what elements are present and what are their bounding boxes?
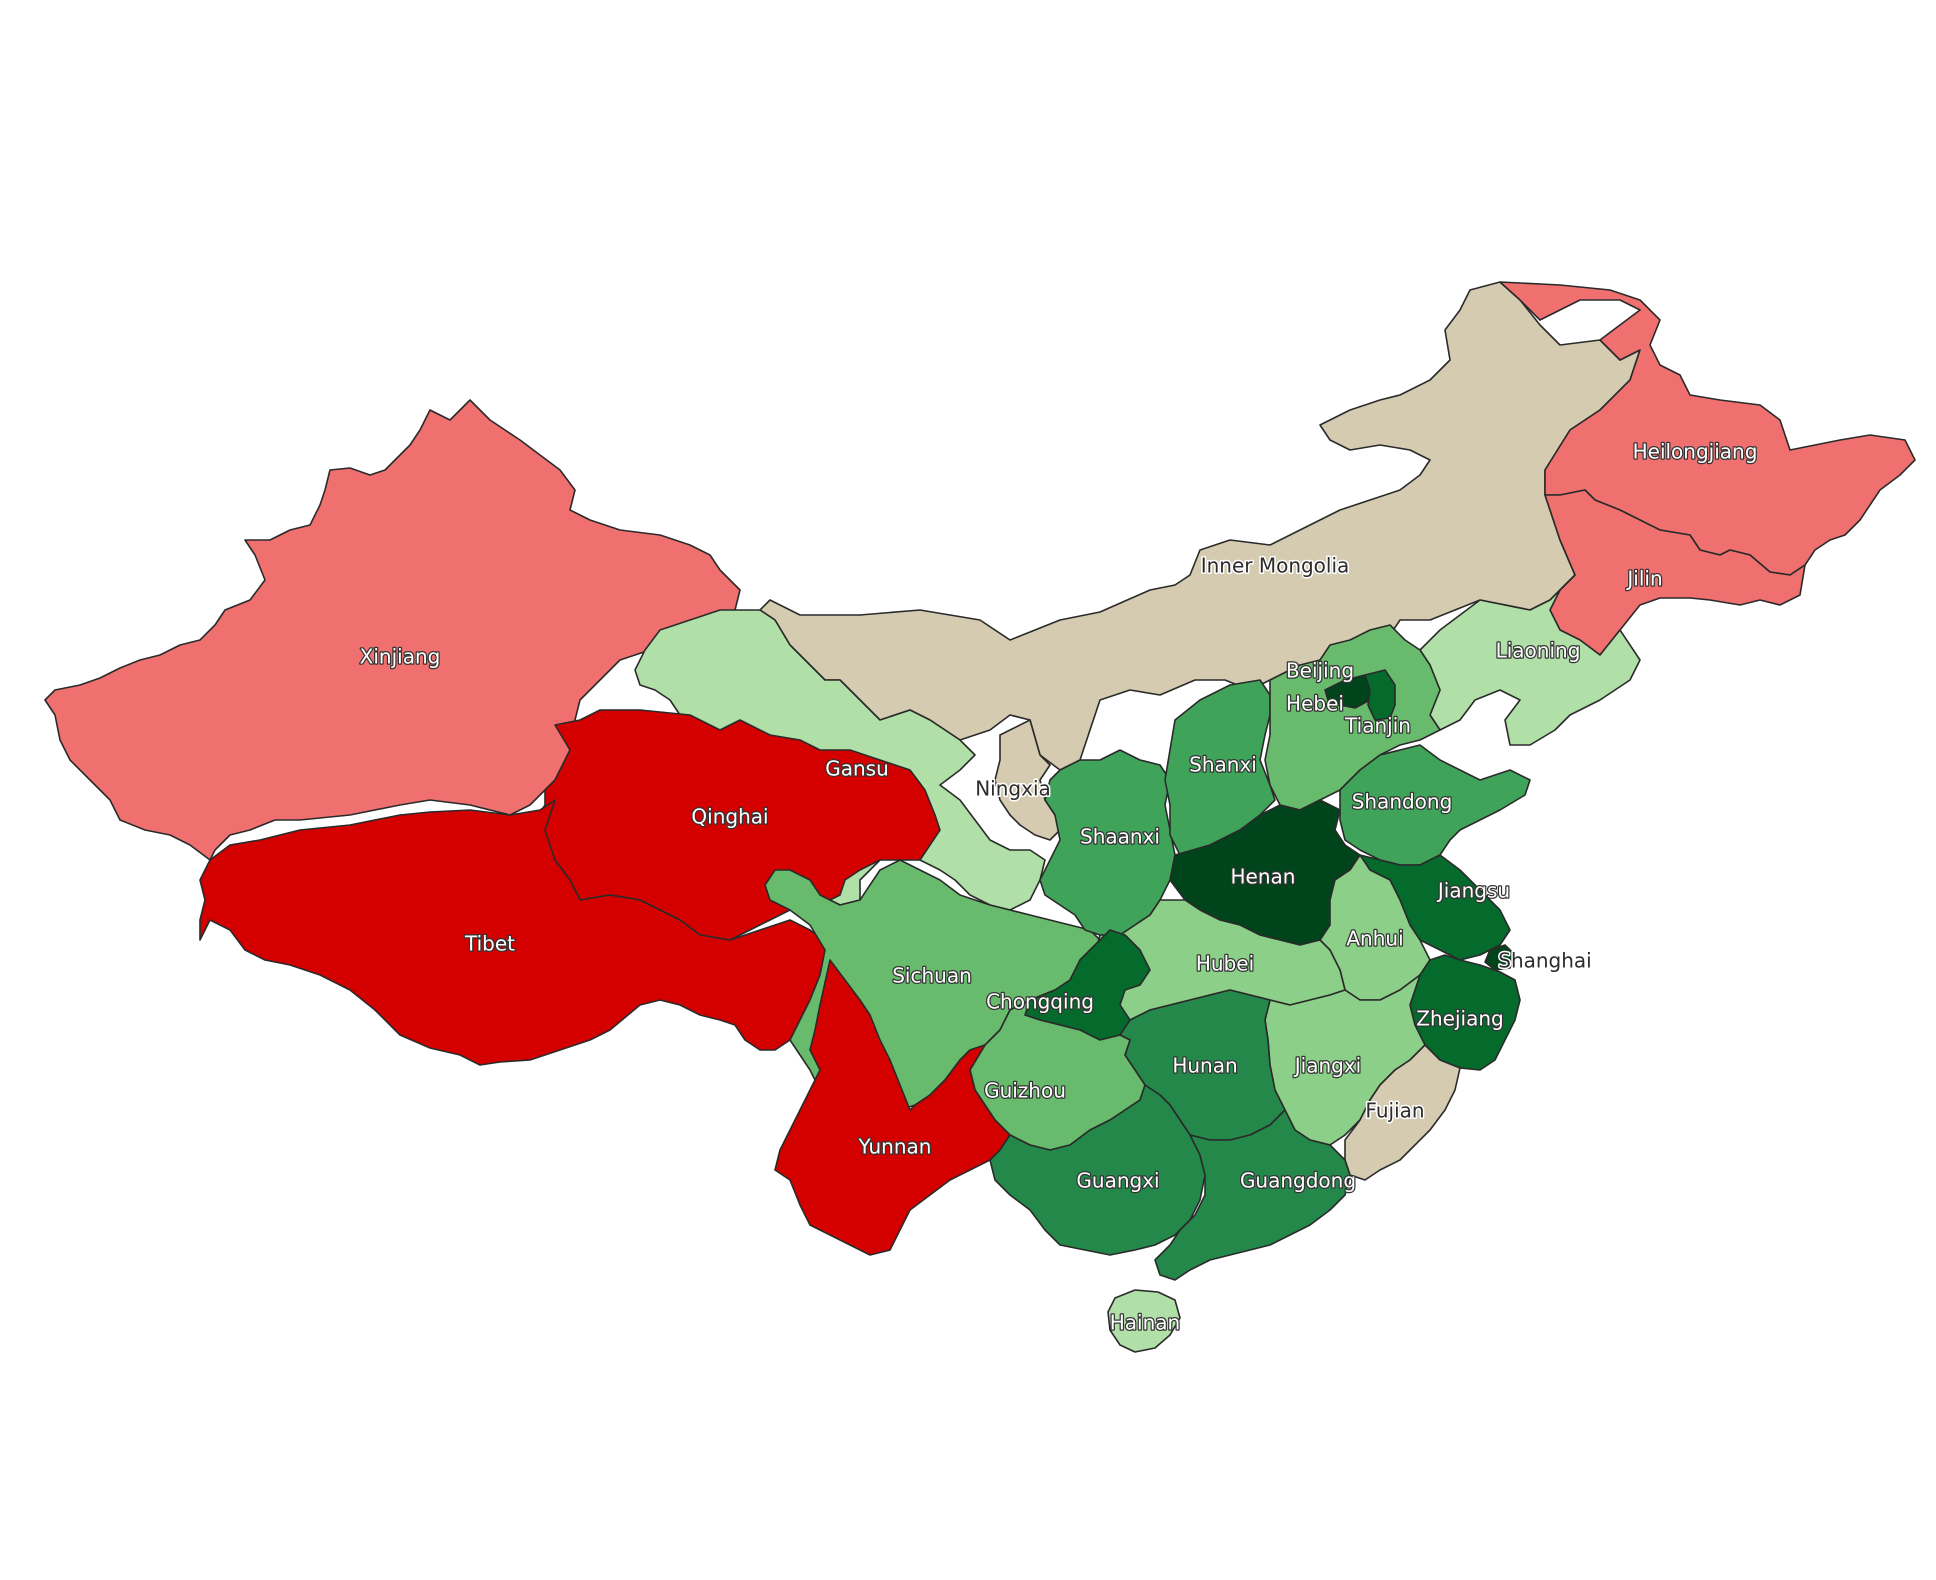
region-ningxia[interactable] bbox=[994, 719, 1061, 841]
label-gansu: Gansu bbox=[825, 757, 889, 781]
label-heilongjiang: Heilongjiang bbox=[1633, 440, 1758, 464]
region-yunnan[interactable] bbox=[774, 959, 1011, 1256]
label-guangxi: Guangxi bbox=[1076, 1169, 1159, 1193]
label-tibet: Tibet bbox=[464, 932, 515, 956]
label-inner-mongolia: Inner Mongolia bbox=[1201, 554, 1350, 578]
region-fujian[interactable] bbox=[1344, 1044, 1461, 1181]
region-shandong[interactable] bbox=[1339, 744, 1531, 866]
label-guizhou: Guizhou bbox=[984, 1079, 1066, 1103]
province-labels: Xinjiang Tibet Qinghai Gansu Inner Mongo… bbox=[358, 438, 1758, 1336]
region-shanghai[interactable] bbox=[1484, 944, 1516, 971]
region-hebei[interactable] bbox=[1264, 624, 1441, 811]
label-zhejiang: Zhejiang bbox=[1416, 1007, 1503, 1031]
region-tianjin[interactable] bbox=[1364, 669, 1396, 721]
label-jiangxi: Jiangxi bbox=[1293, 1054, 1361, 1078]
region-tibet[interactable] bbox=[199, 799, 831, 1066]
label-jiangsu: Jiangsu bbox=[1436, 879, 1510, 903]
province-shapes bbox=[44, 281, 1916, 1353]
region-guangxi[interactable] bbox=[989, 1084, 1206, 1256]
region-shanxi[interactable] bbox=[1164, 679, 1276, 856]
label-anhui: Anhui bbox=[1346, 927, 1403, 951]
label-jilin: Jilin bbox=[1625, 567, 1662, 591]
label-guangdong: Guangdong bbox=[1240, 1169, 1356, 1193]
label-tianjin: Tianjin bbox=[1344, 714, 1411, 738]
label-xinjiang: Xinjiang bbox=[360, 645, 441, 669]
label-liaoning: Liaoning bbox=[1496, 639, 1581, 663]
label-shaanxi: Shaanxi bbox=[1080, 825, 1160, 849]
label-beijing: Beijing bbox=[1286, 659, 1354, 683]
label-ningxia: Ningxia bbox=[975, 777, 1051, 801]
region-inner-mongolia[interactable] bbox=[759, 281, 1641, 771]
label-hubei: Hubei bbox=[1196, 952, 1254, 976]
label-henan: Henan bbox=[1231, 865, 1296, 889]
label-shandong: Shandong bbox=[1352, 790, 1453, 814]
label-hebei: Hebei bbox=[1286, 692, 1344, 716]
label-fujian: Fujian bbox=[1365, 1099, 1424, 1123]
region-guangdong[interactable] bbox=[1154, 1109, 1351, 1281]
label-chongqing: Chongqing bbox=[986, 990, 1094, 1014]
label-shanghai: Shanghai bbox=[1498, 949, 1592, 973]
region-hainan[interactable] bbox=[1107, 1289, 1181, 1353]
label-qinghai: Qinghai bbox=[691, 805, 768, 829]
label-sichuan: Sichuan bbox=[892, 964, 972, 988]
label-yunnan: Yunnan bbox=[858, 1135, 932, 1159]
label-shanxi: Shanxi bbox=[1189, 753, 1257, 777]
label-hainan: Hainan bbox=[1110, 1311, 1180, 1335]
label-hunan: Hunan bbox=[1172, 1054, 1237, 1078]
